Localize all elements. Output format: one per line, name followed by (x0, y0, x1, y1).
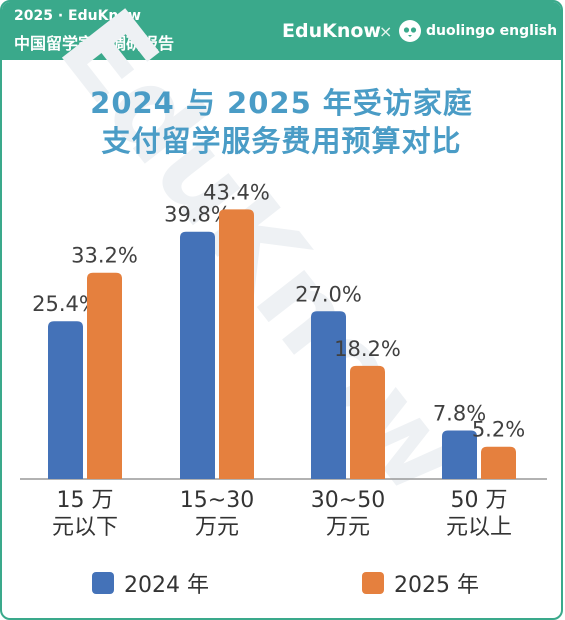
bar-2025-1 (219, 209, 254, 479)
bar-2024-3 (442, 430, 477, 479)
category-label-1-0: 15~30 (180, 488, 254, 513)
bar-2025-2 (350, 365, 385, 479)
category-label-2-0: 30~50 (311, 488, 385, 513)
chart-title-line-1: 2024 与 2025 年受访家庭 (90, 86, 473, 120)
chart-title-line-2: 支付留学服务费用预算对比 (101, 124, 462, 158)
legend-swatch-2025 (362, 572, 384, 594)
bar-2024-0 (48, 321, 83, 479)
data-label-2025-2: 18.2% (334, 337, 401, 361)
category-label-1-1: 万元 (195, 515, 239, 540)
category-label-0-1: 元以下 (52, 515, 118, 540)
category-label-0-0: 15 万 (57, 488, 114, 513)
data-label-2025-0: 33.2% (71, 244, 138, 268)
data-label-2024-2: 27.0% (295, 282, 362, 306)
eduknow-logo: EduKnow (282, 20, 381, 42)
bar-2024-1 (180, 231, 215, 479)
legend-label-2024: 2024 年 (124, 573, 209, 598)
category-label-3-0: 50 万 (451, 488, 508, 513)
duolingo-owl-icon (399, 20, 421, 42)
data-label-2025-3: 5.2% (472, 418, 525, 442)
report-year-label: 2025 · EduKnow (14, 8, 141, 24)
legend-item-2025: 2025 年 (362, 567, 479, 599)
header-bar: 2025 · EduKnow 中国留学家庭调研报告 EduKnow × duol… (2, 2, 561, 60)
data-label-2024-3: 7.8% (433, 402, 486, 426)
data-label-2025-1: 43.4% (203, 180, 270, 204)
report-title: 中国留学家庭调研报告 (14, 34, 175, 53)
legend-label-2025: 2025 年 (394, 573, 479, 598)
category-label-2-1: 万元 (326, 515, 370, 540)
partner-logo-text: duolingo english test (426, 23, 561, 39)
separator-icon: × (379, 22, 393, 41)
bar-2025-3 (481, 446, 516, 479)
legend-item-2024: 2024 年 (92, 567, 209, 599)
legend-swatch-2024 (92, 572, 114, 594)
bar-2024-2 (311, 311, 346, 479)
category-label-3-1: 元以上 (446, 515, 512, 540)
bar-2025-0 (87, 272, 122, 479)
